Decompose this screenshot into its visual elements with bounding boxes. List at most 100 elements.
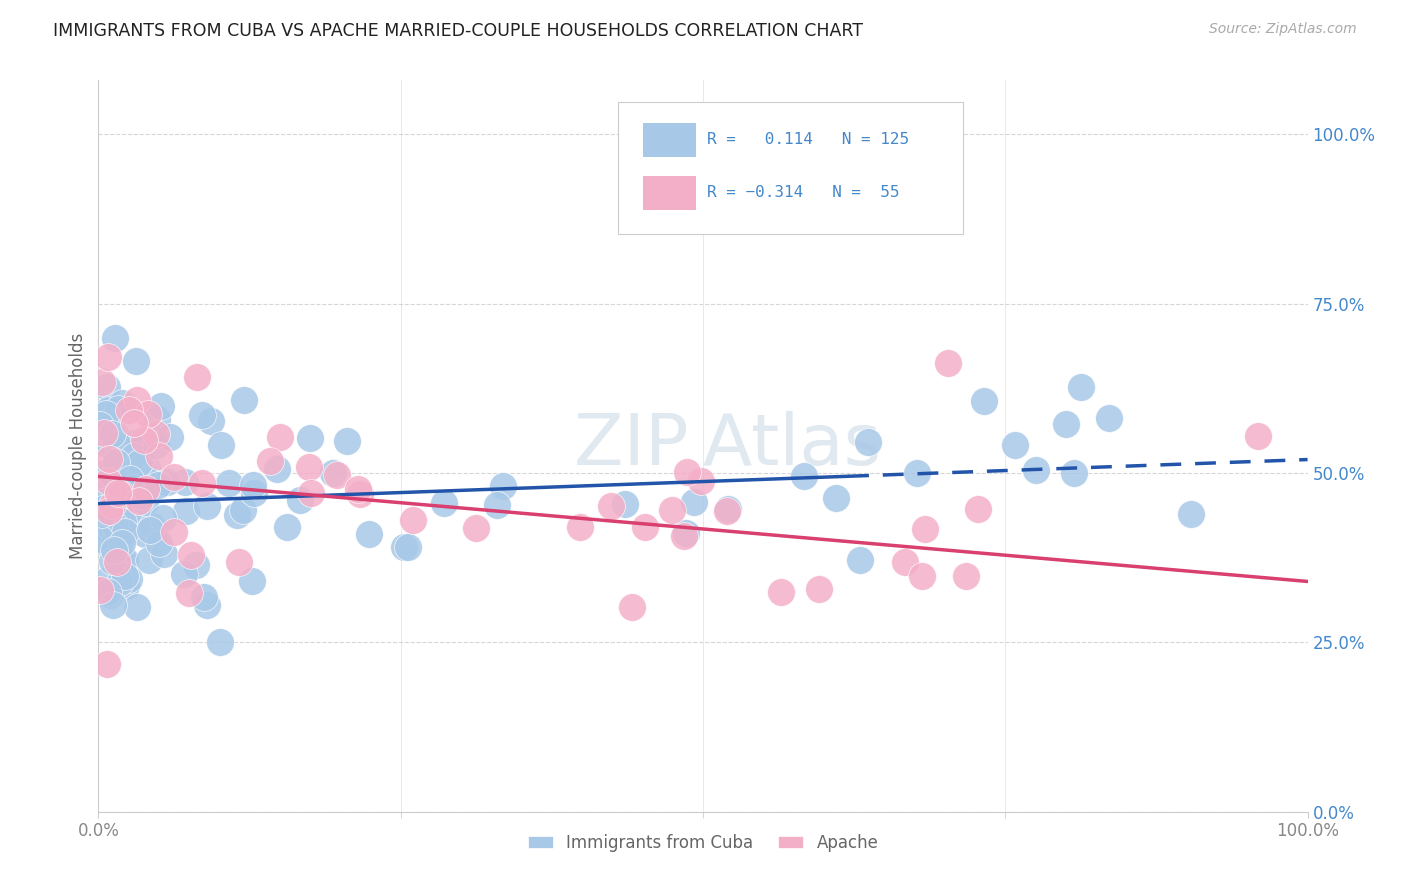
Point xyxy=(89,532,111,546)
Point xyxy=(392,541,415,555)
Point xyxy=(326,468,349,483)
Point xyxy=(124,435,146,450)
Point xyxy=(103,543,125,558)
Point xyxy=(110,487,132,501)
Point xyxy=(910,569,932,583)
Point xyxy=(276,520,298,534)
Point xyxy=(849,552,872,566)
Point xyxy=(232,502,254,516)
Point xyxy=(127,600,149,615)
Point xyxy=(299,486,322,500)
Point xyxy=(856,434,879,449)
Text: ZIP Atlas: ZIP Atlas xyxy=(574,411,880,481)
Point xyxy=(153,548,176,562)
Point xyxy=(349,486,371,500)
Point xyxy=(89,417,111,432)
Point xyxy=(98,467,121,481)
Point xyxy=(193,591,215,605)
Point xyxy=(359,527,381,541)
Point xyxy=(218,476,240,491)
Point xyxy=(266,461,288,475)
Point xyxy=(108,543,131,558)
Point xyxy=(186,370,208,384)
Point xyxy=(97,475,120,489)
Point xyxy=(103,534,125,549)
Point xyxy=(180,548,202,562)
Point xyxy=(174,504,197,518)
Point xyxy=(136,460,159,475)
Point xyxy=(973,393,995,408)
Point xyxy=(967,501,990,516)
Point xyxy=(112,556,135,570)
Point xyxy=(118,403,141,417)
Point xyxy=(118,573,141,587)
Point xyxy=(134,494,156,508)
Point xyxy=(770,585,793,599)
Point xyxy=(117,509,139,524)
FancyBboxPatch shape xyxy=(643,123,696,157)
Point xyxy=(124,416,146,430)
Point xyxy=(118,472,141,486)
Point xyxy=(107,488,129,502)
Point xyxy=(101,598,124,612)
Point xyxy=(136,407,159,421)
Point xyxy=(163,524,186,539)
Legend: Immigrants from Cuba, Apache: Immigrants from Cuba, Apache xyxy=(522,827,884,858)
Point xyxy=(141,518,163,533)
Point xyxy=(96,657,118,672)
Point xyxy=(90,502,112,516)
Point xyxy=(97,585,120,599)
Point xyxy=(104,519,127,533)
Point xyxy=(104,455,127,469)
Point xyxy=(634,519,657,533)
Point xyxy=(128,482,150,496)
Point xyxy=(96,380,118,394)
Point xyxy=(336,434,359,448)
Point xyxy=(225,508,247,522)
Point xyxy=(1004,438,1026,452)
Point xyxy=(156,475,179,489)
Point xyxy=(298,431,321,445)
Point xyxy=(1063,466,1085,480)
Point xyxy=(98,451,121,466)
Point xyxy=(1054,417,1077,431)
Point xyxy=(152,511,174,525)
Point xyxy=(716,503,738,517)
Point xyxy=(233,393,256,408)
Point xyxy=(134,433,156,447)
Point xyxy=(191,408,214,422)
Point xyxy=(139,523,162,537)
Point xyxy=(396,540,419,554)
Point xyxy=(89,509,111,524)
Point xyxy=(568,520,591,534)
Text: R = −0.314   N =  55: R = −0.314 N = 55 xyxy=(707,186,898,201)
Point xyxy=(808,582,831,596)
Point xyxy=(1180,507,1202,521)
Point xyxy=(91,507,114,521)
Point xyxy=(111,516,134,530)
Point xyxy=(228,555,250,569)
Point xyxy=(114,569,136,583)
Point xyxy=(621,599,644,614)
Point xyxy=(93,425,115,440)
Point xyxy=(162,470,184,484)
Point xyxy=(243,485,266,500)
Point xyxy=(675,525,697,540)
Point xyxy=(91,375,114,389)
Point xyxy=(110,446,132,460)
Point xyxy=(146,478,169,492)
Point xyxy=(298,459,321,474)
Point xyxy=(240,574,263,588)
Point xyxy=(208,635,231,649)
Point xyxy=(98,503,121,517)
Point xyxy=(464,521,486,535)
Point xyxy=(825,491,848,506)
Point xyxy=(121,439,143,453)
Point xyxy=(115,579,138,593)
Point xyxy=(98,588,121,602)
Point xyxy=(1025,463,1047,477)
Text: IMMIGRANTS FROM CUBA VS APACHE MARRIED-COUPLE HOUSEHOLDS CORRELATION CHART: IMMIGRANTS FROM CUBA VS APACHE MARRIED-C… xyxy=(53,22,863,40)
Point xyxy=(107,460,129,475)
Point xyxy=(179,586,201,600)
Point xyxy=(105,555,128,569)
